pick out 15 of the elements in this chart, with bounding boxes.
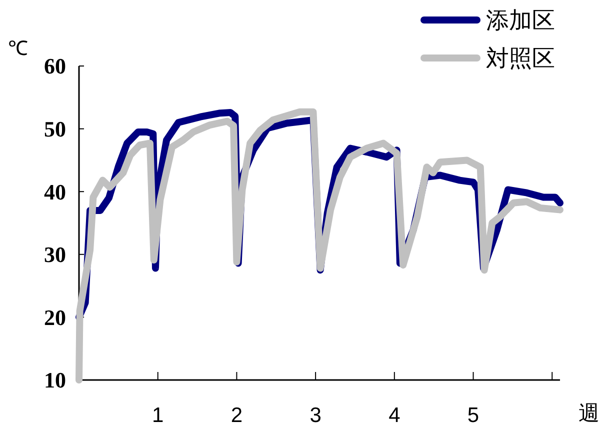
y-tick-label: 50 (44, 116, 66, 142)
x-tick-label: 4 (388, 404, 401, 427)
x-axis-title: 週 (578, 402, 600, 425)
y-tick-label: 20 (44, 304, 66, 330)
y-tick-label: 40 (44, 179, 66, 204)
y-tick-label: 10 (44, 368, 66, 393)
y-tick-label: 60 (44, 54, 66, 79)
legend-label: 対照区 (486, 45, 555, 72)
y-axis-title: ℃ (8, 38, 28, 60)
x-tick-label: 1 (152, 404, 164, 427)
y-tick-label: 30 (44, 242, 66, 268)
x-tick-label: 5 (467, 404, 480, 427)
x-tick-label: 2 (230, 404, 243, 427)
x-tick-label: 3 (310, 404, 322, 427)
legend-label: 添加区 (486, 7, 555, 34)
